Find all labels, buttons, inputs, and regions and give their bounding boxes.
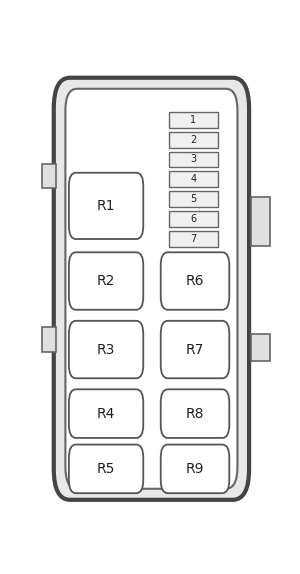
FancyBboxPatch shape — [69, 444, 143, 493]
Text: R5: R5 — [97, 462, 115, 476]
Bar — [169, 112, 218, 127]
Bar — [169, 152, 218, 168]
Bar — [251, 197, 270, 246]
Text: 4: 4 — [190, 174, 196, 184]
Bar — [169, 211, 218, 227]
FancyBboxPatch shape — [54, 77, 249, 500]
FancyBboxPatch shape — [161, 253, 229, 310]
Bar — [169, 231, 218, 247]
FancyBboxPatch shape — [69, 173, 143, 239]
Text: 5: 5 — [190, 194, 196, 204]
Bar — [169, 131, 218, 148]
Text: R4: R4 — [97, 406, 115, 421]
FancyBboxPatch shape — [161, 321, 229, 378]
Text: 2: 2 — [190, 134, 196, 145]
FancyBboxPatch shape — [69, 321, 143, 378]
Text: 6: 6 — [190, 214, 196, 224]
FancyBboxPatch shape — [69, 253, 143, 310]
FancyBboxPatch shape — [65, 89, 238, 488]
Text: R8: R8 — [186, 406, 204, 421]
Bar — [42, 327, 56, 352]
Text: R6: R6 — [186, 274, 204, 288]
Text: 7: 7 — [190, 234, 196, 244]
Text: 3: 3 — [190, 154, 196, 165]
FancyBboxPatch shape — [161, 389, 229, 438]
Bar — [169, 172, 218, 187]
Bar — [251, 334, 270, 360]
Text: R2: R2 — [97, 274, 115, 288]
Text: R1: R1 — [97, 199, 115, 213]
Text: 1: 1 — [190, 115, 196, 125]
Bar — [169, 191, 218, 207]
FancyBboxPatch shape — [161, 444, 229, 493]
Text: R7: R7 — [186, 343, 204, 356]
FancyBboxPatch shape — [69, 389, 143, 438]
Bar — [42, 164, 56, 188]
Text: R9: R9 — [186, 462, 204, 476]
Text: R3: R3 — [97, 343, 115, 356]
